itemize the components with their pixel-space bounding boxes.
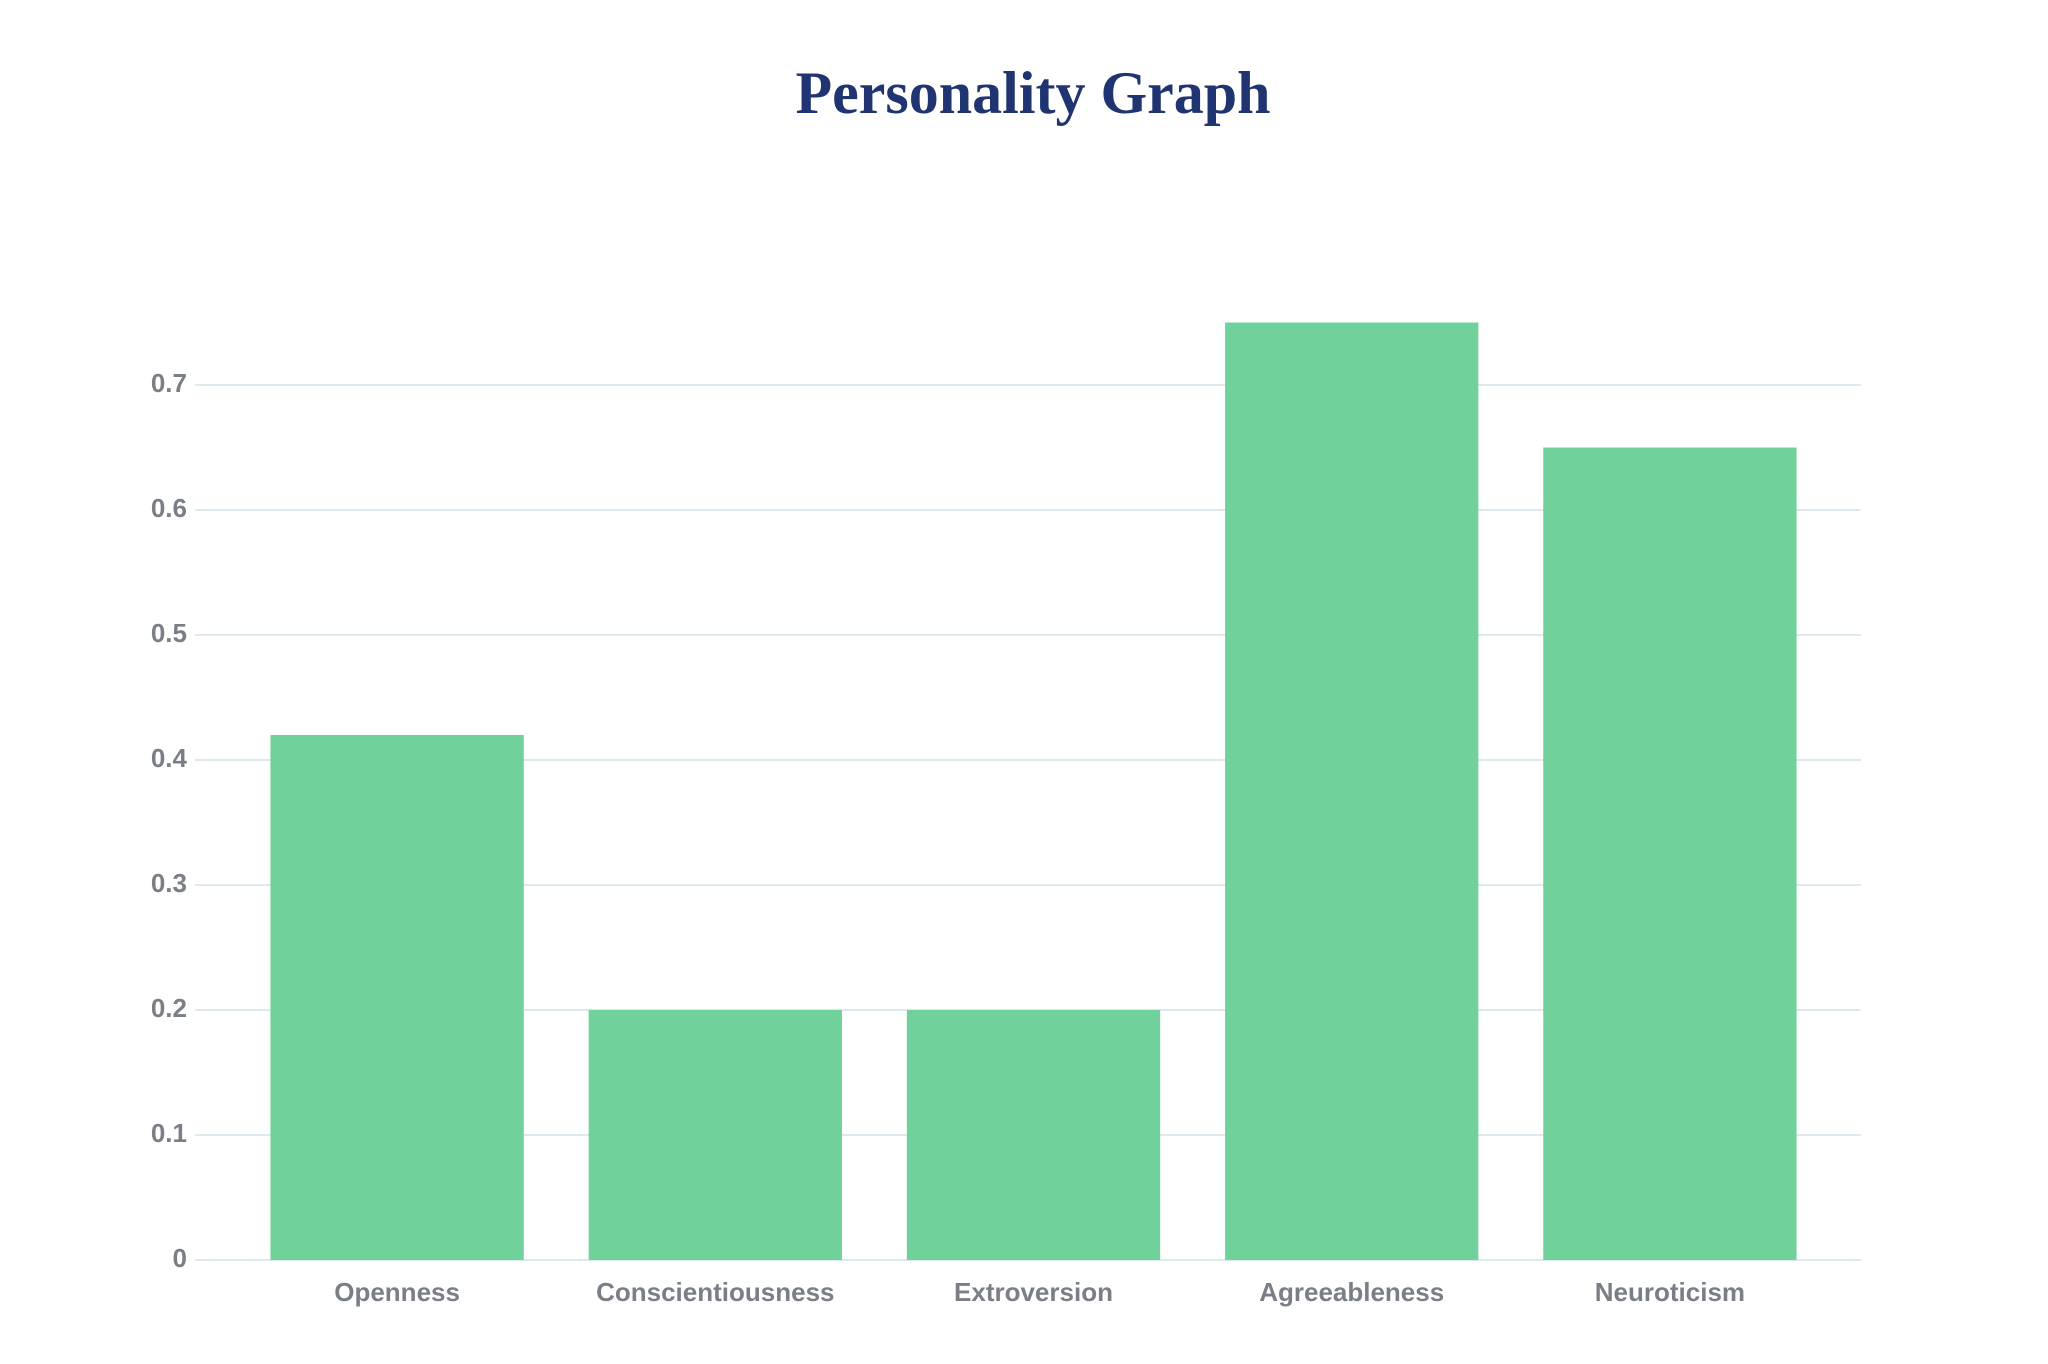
bar [906, 1010, 1161, 1260]
y-tick-label: 0.4 [151, 743, 188, 773]
x-tick-label: Agreeableness [1259, 1277, 1444, 1307]
y-tick-label: 0.5 [151, 618, 187, 648]
y-tick-label: 0 [173, 1243, 187, 1273]
bar [588, 1010, 842, 1260]
bar [270, 735, 524, 1260]
x-tick-label: Openness [334, 1277, 460, 1307]
x-tick-label: Conscientiousness [596, 1277, 834, 1307]
y-tick-label: 0.1 [151, 1118, 187, 1148]
chart-title: Personality Graph [796, 60, 1271, 126]
bar [1225, 322, 1479, 1260]
y-tick-label: 0.7 [151, 368, 187, 398]
y-tick-label: 0.3 [151, 868, 187, 898]
x-tick-label: Neuroticism [1595, 1277, 1745, 1307]
bar [1543, 447, 1797, 1260]
y-tick-label: 0.2 [151, 993, 187, 1023]
x-tick-label: Extroversion [954, 1277, 1113, 1307]
y-tick-label: 0.6 [151, 493, 187, 523]
